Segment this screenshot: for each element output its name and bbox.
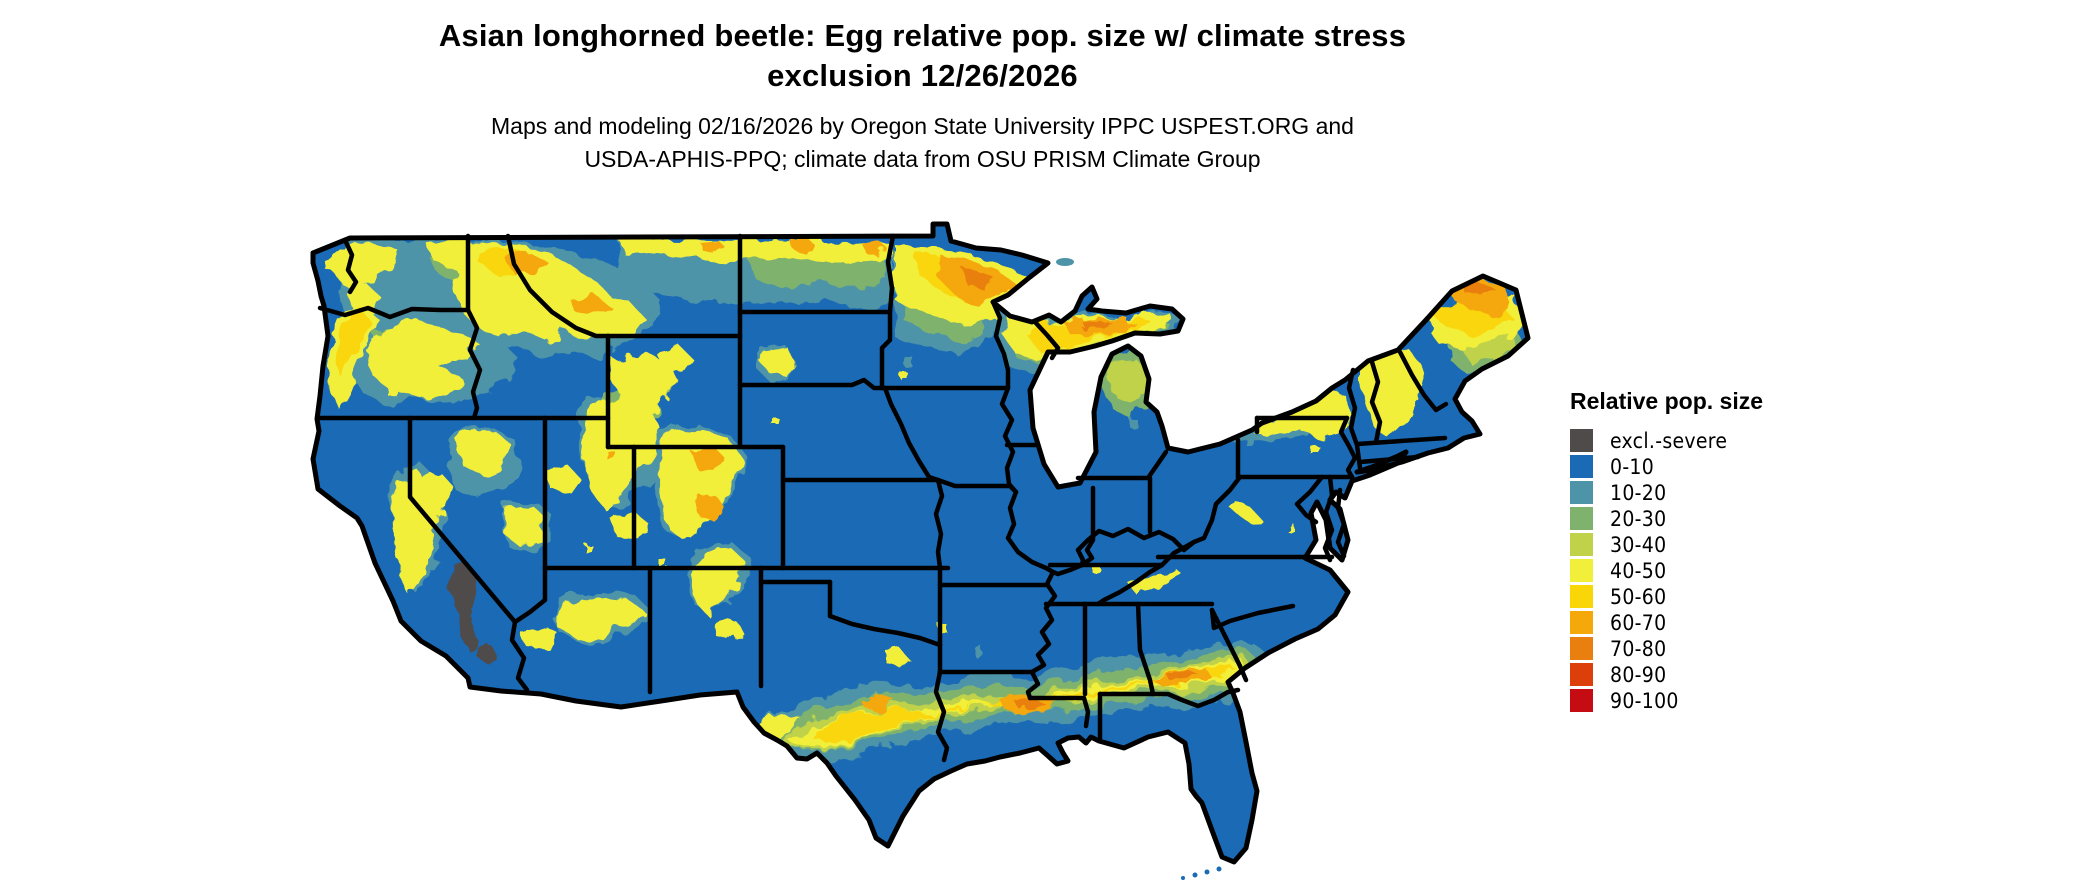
legend: Relative pop. size excl.-severe 0-10 10-… bbox=[1570, 388, 1763, 715]
legend-swatch-60-70 bbox=[1570, 611, 1593, 634]
legend-item: 60-70 bbox=[1570, 610, 1763, 635]
legend-swatch-40-50 bbox=[1570, 559, 1593, 582]
map-title-line2: exclusion 12/26/2026 bbox=[767, 58, 1078, 93]
legend-label: 20-30 bbox=[1610, 506, 1667, 531]
map-subtitle: Maps and modeling 02/16/2026 by Oregon S… bbox=[255, 110, 1590, 176]
legend-swatch-excl-severe bbox=[1570, 429, 1593, 452]
legend-swatch-0-10 bbox=[1570, 455, 1593, 478]
legend-swatch-90-100 bbox=[1570, 689, 1593, 712]
map-subtitle-line2: USDA-APHIS-PPQ; climate data from OSU PR… bbox=[584, 146, 1261, 172]
state-borders bbox=[315, 233, 1449, 763]
legend-item: 10-20 bbox=[1570, 480, 1763, 505]
legend-item: 40-50 bbox=[1570, 558, 1763, 583]
legend-item: 80-90 bbox=[1570, 662, 1763, 687]
header: Asian longhorned beetle: Egg relative po… bbox=[255, 16, 1590, 176]
legend-label: 90-100 bbox=[1610, 688, 1679, 713]
legend-label: 30-40 bbox=[1610, 532, 1667, 557]
legend-swatch-50-60 bbox=[1570, 585, 1593, 608]
legend-item: 20-30 bbox=[1570, 506, 1763, 531]
legend-label: 60-70 bbox=[1610, 610, 1667, 635]
legend-label: 70-80 bbox=[1610, 636, 1667, 661]
map-title-line1: Asian longhorned beetle: Egg relative po… bbox=[438, 18, 1407, 53]
band-excl-severe bbox=[450, 558, 496, 663]
offshore-features bbox=[1056, 258, 1222, 880]
legend-label: 50-60 bbox=[1610, 584, 1667, 609]
legend-label: 40-50 bbox=[1610, 558, 1667, 583]
legend-label: 80-90 bbox=[1610, 662, 1667, 687]
legend-item: excl.-severe bbox=[1570, 428, 1763, 453]
legend-item: 30-40 bbox=[1570, 532, 1763, 557]
legend-item: 50-60 bbox=[1570, 584, 1763, 609]
map-subtitle-line1: Maps and modeling 02/16/2026 by Oregon S… bbox=[491, 113, 1354, 139]
legend-swatch-20-30 bbox=[1570, 507, 1593, 530]
legend-swatch-30-40 bbox=[1570, 533, 1593, 556]
legend-item: 0-10 bbox=[1570, 454, 1763, 479]
legend-item: 70-80 bbox=[1570, 636, 1763, 661]
legend-swatch-70-80 bbox=[1570, 637, 1593, 660]
legend-title: Relative pop. size bbox=[1570, 388, 1764, 414]
legend-swatch-10-20 bbox=[1570, 481, 1593, 504]
legend-label: excl.-severe bbox=[1610, 428, 1728, 453]
legend-swatch-80-90 bbox=[1570, 663, 1593, 686]
legend-label: 0-10 bbox=[1610, 454, 1655, 479]
legend-item: 90-100 bbox=[1570, 688, 1763, 713]
band-70-80 bbox=[962, 268, 1496, 710]
legend-label: 10-20 bbox=[1610, 480, 1667, 505]
